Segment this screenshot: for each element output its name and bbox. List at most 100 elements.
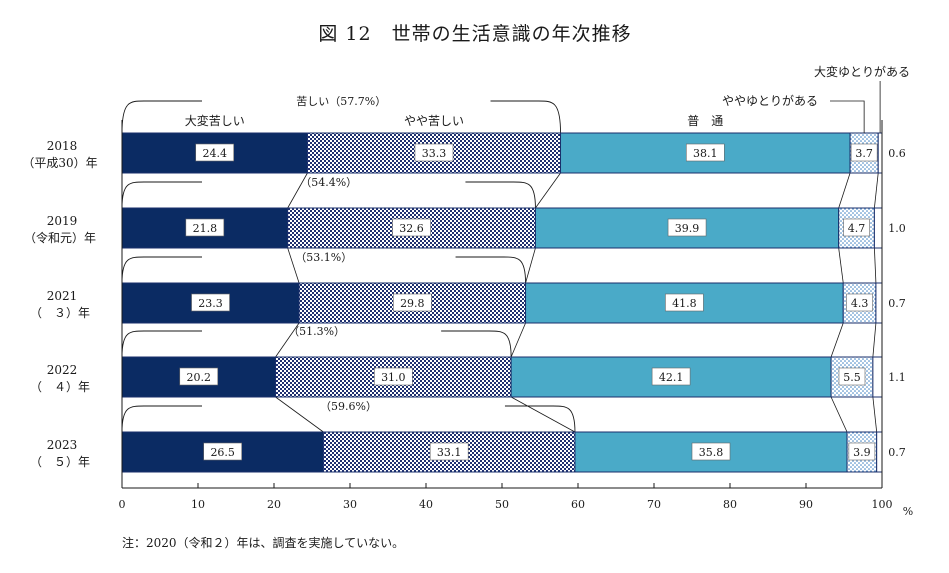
- connector-line: [830, 396, 848, 433]
- connector-line: [874, 172, 879, 209]
- category-era-label: （ ４）年: [30, 380, 90, 394]
- connector-line: [275, 322, 300, 358]
- value-label: 0.7: [888, 446, 906, 459]
- bar-segment: [876, 431, 883, 473]
- value-label: 33.1: [437, 446, 462, 459]
- value-label: 41.8: [672, 297, 697, 310]
- x-tick-label: 80: [723, 498, 737, 511]
- value-label: 4.3: [851, 297, 869, 310]
- category-era-label: （平成30）年: [22, 156, 97, 170]
- x-tick-label: 100: [872, 498, 893, 511]
- category-year-label: 2023: [47, 438, 78, 452]
- connector-line: [510, 396, 576, 433]
- series-label: 大変苦しい: [185, 113, 245, 128]
- value-label: 1.0: [888, 222, 906, 235]
- x-tick-label: 0: [119, 498, 126, 511]
- category-era-label: （ ５）年: [30, 455, 90, 469]
- x-tick-label: 10: [191, 498, 205, 511]
- connector-line: [525, 247, 536, 284]
- connector-line: [874, 247, 877, 284]
- hard-total-label: （54.4%）: [300, 176, 357, 189]
- value-label: 0.7: [888, 297, 906, 310]
- series-label: ややゆとりがある: [722, 93, 818, 108]
- value-label-box: [414, 143, 454, 162]
- value-label-box: [850, 143, 878, 162]
- value-label: 26.5: [210, 446, 235, 459]
- segment-connectors: [275, 172, 879, 433]
- hard-total-label: 苦しい（57.7%）: [296, 95, 386, 108]
- value-label-box: [838, 367, 866, 386]
- value-label-box: [392, 218, 431, 237]
- value-label: 21.8: [193, 222, 218, 235]
- x-tick-label: 30: [343, 498, 357, 511]
- connector-line: [287, 247, 300, 284]
- category-year-label: 2019: [47, 214, 78, 228]
- bar-segment: [877, 132, 883, 174]
- category-year-label: 2021: [47, 289, 78, 303]
- x-tick-label: 70: [647, 498, 661, 511]
- connector-line: [275, 396, 324, 433]
- bar-segment: [875, 282, 883, 324]
- bar-segments: [121, 132, 883, 473]
- hard-total-label: （59.6%）: [320, 400, 377, 413]
- value-label: 29.8: [400, 297, 425, 310]
- value-label: 38.1: [693, 147, 718, 160]
- value-label-box: [848, 442, 876, 461]
- value-label-box: [203, 442, 242, 461]
- connector-line: [287, 172, 308, 209]
- value-label: 39.9: [675, 222, 700, 235]
- connector-line: [872, 322, 877, 358]
- connector-line: [838, 247, 844, 284]
- x-tick-label: 50: [495, 498, 509, 511]
- value-label-box: [429, 442, 469, 461]
- connector-line: [510, 322, 526, 358]
- value-label-box: [691, 442, 731, 461]
- x-tick-label: 90: [799, 498, 813, 511]
- x-axis: 0 10 20 30 40 50 60 70 80 90 100%: [119, 120, 913, 518]
- category-era-label: （ ３）年: [30, 306, 90, 320]
- value-label-box: [667, 218, 707, 237]
- value-label-box: [185, 218, 225, 237]
- x-axis-unit: %: [903, 505, 913, 518]
- value-label-box: [374, 367, 413, 386]
- connector-line: [535, 172, 561, 209]
- value-label-box: [393, 293, 432, 312]
- value-label-box: [685, 143, 725, 162]
- value-label: 32.6: [399, 222, 424, 235]
- category-year-label: 2022: [47, 363, 78, 377]
- connector-line: [838, 172, 851, 209]
- value-label: 5.5: [843, 371, 861, 384]
- series-label: 大変ゆとりがある: [814, 64, 910, 79]
- value-label: 3.9: [853, 446, 871, 459]
- hard-total-label: （51.3%）: [288, 325, 345, 338]
- hard-total-label: （53.1%）: [295, 251, 352, 264]
- value-label: 33.3: [422, 147, 447, 160]
- connector-line: [830, 322, 844, 358]
- value-label: 31.0: [381, 371, 406, 384]
- bar-segment: [873, 207, 883, 249]
- category-year-label: 2018: [47, 139, 78, 153]
- value-label-box: [191, 293, 230, 312]
- value-label-box: [846, 293, 873, 312]
- connector-line: [872, 396, 878, 433]
- value-label: 4.7: [848, 222, 866, 235]
- value-label-box: [843, 218, 870, 237]
- bar-segment: [872, 356, 883, 398]
- value-label: 35.8: [699, 446, 724, 459]
- value-labels: 24.4 33.3 38.1 3.7 0.6 21.8 32.6 39.9 4.7 1.0 23.3…: [179, 143, 906, 461]
- leader-line: [830, 100, 865, 133]
- value-label: 24.4: [202, 147, 227, 160]
- x-tick-label: 20: [267, 498, 281, 511]
- value-label: 42.1: [659, 371, 684, 384]
- footnote: 注：2020（令和２）年は、調査を実施していない。: [122, 536, 405, 550]
- chart-title: 図 12 世帯の生活意識の年次推移: [318, 23, 631, 45]
- value-label-box: [179, 367, 219, 386]
- category-labels: 2018 （平成30）年 2019 （令和元）年 2021 （ ３）年 2022 （ ４）年 2…: [22, 139, 97, 469]
- x-tick-label: 40: [419, 498, 433, 511]
- category-era-label: （令和元）年: [24, 230, 96, 245]
- series-label: 普 通: [687, 114, 723, 128]
- series-label: やや苦しい: [404, 114, 464, 128]
- value-label: 1.1: [888, 371, 906, 384]
- value-label: 23.3: [198, 297, 223, 310]
